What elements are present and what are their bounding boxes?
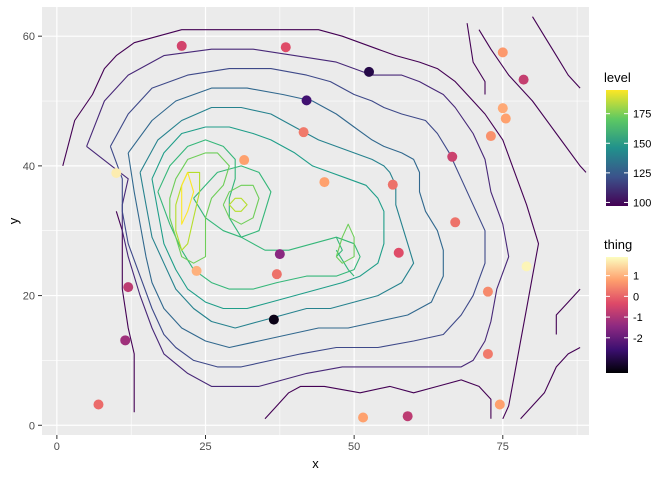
data-point [393, 247, 404, 258]
data-point [120, 335, 131, 346]
contour-layer [62, 16, 587, 420]
data-point [497, 47, 508, 58]
data-point [239, 155, 250, 166]
data-point [358, 412, 369, 423]
data-point [402, 411, 413, 422]
grid-lines [42, 7, 589, 435]
data-point [447, 151, 458, 162]
legend-tick-label: -1 [633, 312, 643, 324]
axes: 0 25 50 75 0 20 40 60 [23, 31, 509, 453]
data-point [191, 265, 202, 276]
contour-line-100 [264, 379, 492, 420]
y-tick-label: 0 [29, 420, 35, 432]
legend-tick-label: 175 [633, 109, 651, 121]
y-tick-label: 20 [23, 291, 35, 303]
x-tick-label: 0 [54, 441, 60, 453]
data-point [271, 269, 282, 280]
legend-title: thing [604, 237, 632, 252]
contour-line-160 [335, 236, 343, 258]
data-point [301, 95, 312, 106]
contour-line-170 [335, 223, 355, 264]
contour-line-110 [86, 48, 510, 387]
x-tick-label: 50 [348, 441, 360, 453]
contour-line-100 [62, 29, 540, 420]
data-point [387, 179, 398, 190]
data-point [482, 286, 493, 297]
data-point [111, 168, 122, 179]
x-tick-label: 75 [497, 441, 509, 453]
legend-tick-label: 100 [633, 197, 651, 209]
contour-line-100 [466, 23, 486, 95]
legend-tick-label: 125 [633, 168, 651, 180]
legend-tick-label: 0 [633, 291, 639, 303]
legend-tick-label: -2 [633, 333, 643, 345]
legend-tick-label: 1 [633, 271, 639, 283]
contour-line-150 [151, 126, 385, 310]
data-point [450, 217, 461, 228]
y-axis-title: y [6, 217, 21, 224]
panel-background [42, 7, 589, 435]
x-axis-title: x [312, 456, 319, 471]
contour-line-100 [555, 288, 581, 335]
data-point [274, 249, 285, 260]
legend-colorbar [606, 90, 628, 206]
contour-line-180 [228, 197, 248, 212]
legends: level 100 125 150 175 thing -2 -1 0 1 [604, 70, 651, 373]
y-tick-label: 40 [23, 161, 35, 173]
data-point [494, 399, 505, 410]
data-point [364, 66, 375, 77]
contour-line-190 [181, 171, 195, 225]
contour-line-170 [222, 184, 260, 225]
data-point [497, 103, 508, 114]
data-point [521, 261, 532, 272]
legend-tick-label: 150 [633, 138, 651, 150]
x-tick-label: 25 [199, 441, 211, 453]
data-point [176, 40, 187, 51]
data-point [280, 42, 291, 53]
data-point [319, 177, 330, 188]
data-point [485, 131, 496, 142]
contour-line-170 [169, 152, 230, 264]
contour-line-140 [139, 106, 415, 329]
legend-colorbar [606, 257, 628, 373]
point-layer [93, 40, 532, 423]
contour-line-160 [335, 249, 355, 277]
data-point [500, 113, 511, 124]
data-point [482, 348, 493, 359]
contour-line-120 [109, 68, 486, 368]
data-point [93, 399, 104, 410]
data-point [298, 127, 309, 138]
contour-line-100 [478, 29, 587, 173]
contour-line-100 [520, 347, 581, 420]
contour-line-100 [532, 16, 581, 89]
contour-line-100 [115, 211, 135, 413]
data-point [518, 74, 529, 85]
contour-line-160 [193, 165, 272, 238]
y-tick-label: 60 [23, 31, 35, 43]
data-point [268, 314, 279, 325]
legend-title: level [604, 70, 631, 85]
data-point [123, 282, 134, 293]
